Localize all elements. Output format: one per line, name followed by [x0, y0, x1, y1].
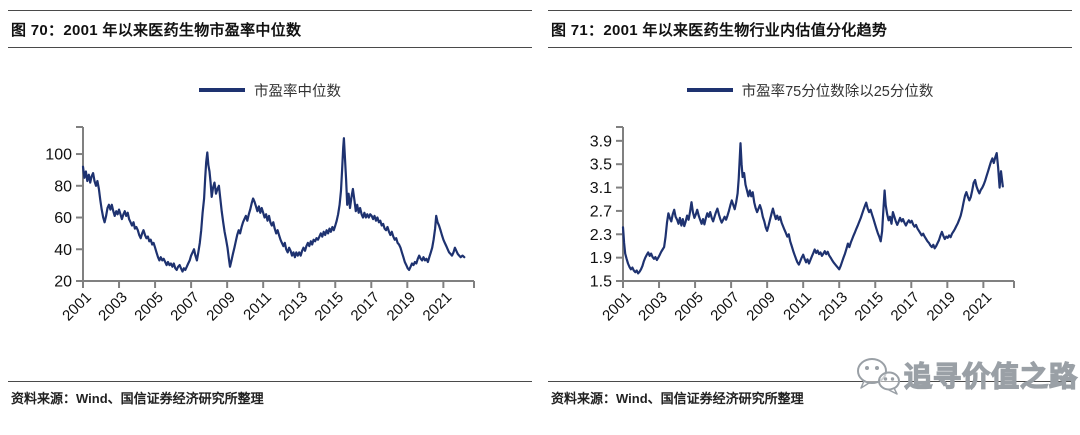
- svg-text:60: 60: [54, 210, 72, 227]
- svg-text:2021: 2021: [960, 289, 996, 325]
- svg-text:2011: 2011: [240, 289, 275, 324]
- svg-text:2005: 2005: [671, 289, 707, 325]
- svg-text:2013: 2013: [815, 289, 851, 325]
- svg-text:2019: 2019: [924, 289, 960, 325]
- svg-text:2019: 2019: [384, 289, 420, 325]
- svg-text:2021: 2021: [420, 289, 456, 325]
- report-figures-page: 图 70：2001 年以来医药生物市盈率中位数 市盈率中位数 20 40 60 80 1…: [0, 0, 1080, 407]
- figure-70-source: 资料来源：Wind、国信证券经济研究所整理: [8, 381, 532, 407]
- svg-text:2003: 2003: [635, 289, 671, 325]
- svg-text:80: 80: [54, 178, 72, 195]
- legend-label: 市盈率75分位数除以25分位数: [741, 83, 934, 100]
- svg-text:1.9: 1.9: [590, 250, 612, 267]
- legend-line-swatch: [686, 88, 733, 92]
- legend-label: 市盈率中位数: [254, 83, 341, 100]
- svg-text:100: 100: [45, 147, 72, 164]
- svg-text:2001: 2001: [59, 289, 95, 325]
- svg-text:2001: 2001: [599, 289, 635, 325]
- svg-text:2017: 2017: [888, 289, 924, 325]
- figure-71-title: 图 71：2001 年以来医药生物行业内估值分化趋势: [548, 10, 1072, 48]
- figure-70-legend: 市盈率中位数: [8, 81, 532, 100]
- svg-text:2009: 2009: [203, 289, 239, 325]
- svg-text:2003: 2003: [95, 289, 131, 325]
- svg-text:3.5: 3.5: [590, 157, 612, 174]
- svg-text:2013: 2013: [275, 289, 311, 325]
- figure-71-chart: 1.5 1.9 2.3 2.7 3.1 3.5 3.9 2001 2003 2005 2007 200…: [590, 126, 1015, 325]
- figure-70-panel: 图 70：2001 年以来医药生物市盈率中位数 市盈率中位数 20 40 60 80 1…: [0, 0, 540, 407]
- svg-text:40: 40: [54, 242, 72, 259]
- svg-text:2.7: 2.7: [590, 203, 612, 220]
- legend-line-swatch: [199, 88, 245, 92]
- svg-text:1.5: 1.5: [590, 274, 612, 291]
- svg-text:2007: 2007: [707, 289, 743, 325]
- svg-text:2007: 2007: [167, 289, 203, 325]
- figure-71-legend: 市盈率75分位数除以25分位数: [548, 81, 1072, 100]
- svg-text:2015: 2015: [851, 289, 887, 325]
- figure-71-title-text: 图 71：2001 年以来医药生物行业内估值分化趋势: [551, 22, 888, 39]
- svg-text:20: 20: [54, 274, 72, 291]
- svg-text:2011: 2011: [780, 289, 815, 324]
- svg-text:2009: 2009: [743, 289, 779, 325]
- svg-text:2015: 2015: [311, 289, 347, 325]
- figure-70-title: 图 70：2001 年以来医药生物市盈率中位数: [8, 10, 532, 48]
- svg-text:2005: 2005: [131, 289, 167, 325]
- figure-70-title-text: 图 70：2001 年以来医药生物市盈率中位数: [11, 22, 302, 39]
- figure-71-source: 资料来源：Wind、国信证券经济研究所整理: [548, 381, 1072, 407]
- svg-text:2017: 2017: [348, 289, 384, 325]
- svg-text:3.9: 3.9: [590, 133, 612, 150]
- figure-71-panel: 图 71：2001 年以来医药生物行业内估值分化趋势 市盈率75分位数除以25分…: [540, 0, 1080, 407]
- svg-text:3.1: 3.1: [590, 180, 612, 197]
- svg-text:2.3: 2.3: [590, 227, 612, 244]
